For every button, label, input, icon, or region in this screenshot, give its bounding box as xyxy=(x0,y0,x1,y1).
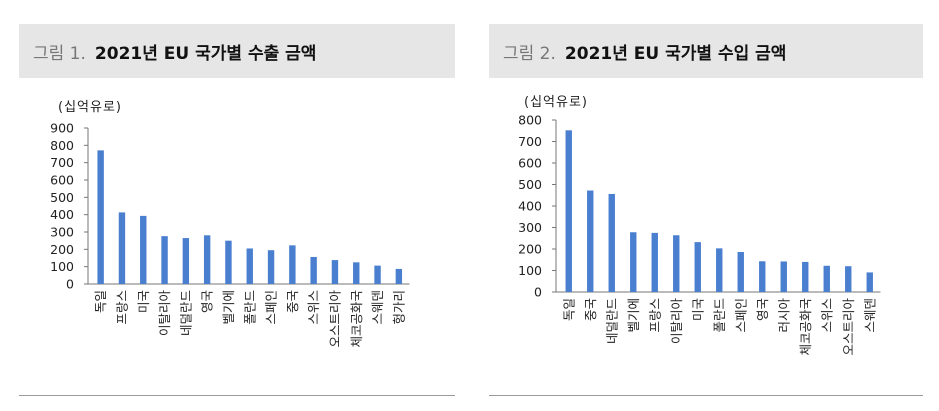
bar xyxy=(802,261,809,292)
x-tick-label: 스페인 xyxy=(264,290,279,325)
bar xyxy=(395,268,403,284)
y-tick-label: 600 xyxy=(518,156,542,171)
x-tick-label: 독일 xyxy=(561,298,576,321)
import-chart-panel: 그림 2. 2021년 EU 국가별 수입 금액 (십억유로) 0 100 200 3… xyxy=(468,0,939,411)
y-tick-label: 500 xyxy=(518,177,542,192)
bar xyxy=(289,245,296,284)
bar xyxy=(267,250,275,284)
y-axis-unit-label: (십억유로) xyxy=(58,100,122,115)
bar xyxy=(673,235,680,292)
bar xyxy=(630,232,637,292)
bar xyxy=(374,265,381,284)
y-tick-label: 0 xyxy=(534,285,542,300)
x-tick-label: 중국 xyxy=(285,290,300,313)
y-tick-label: 100 xyxy=(50,259,74,274)
bar xyxy=(694,242,701,292)
bar xyxy=(246,248,253,284)
x-tick-label: 오스트리아 xyxy=(327,290,342,348)
bar xyxy=(225,240,232,284)
x-tick-label: 네덜란드 xyxy=(604,298,619,344)
x-tick-label: 네덜란드 xyxy=(178,290,193,336)
bar xyxy=(823,265,830,292)
chart-title: 2021년 EU 국가별 수출 금액 xyxy=(94,43,317,64)
x-tick-label: 미국 xyxy=(136,290,151,313)
bar xyxy=(716,248,723,292)
y-tick-label: 200 xyxy=(50,242,74,257)
bar xyxy=(182,238,190,284)
bar xyxy=(737,252,744,292)
x-tick-label: 폴란드 xyxy=(712,298,727,333)
bar xyxy=(97,150,104,284)
x-tick-label: 스위스 xyxy=(306,290,321,325)
y-tick-label: 700 xyxy=(50,155,74,170)
x-tick-label: 영국 xyxy=(200,290,215,313)
y-axis-unit-label: (십억유로) xyxy=(524,95,588,110)
y-tick-label: 400 xyxy=(50,207,74,222)
bar xyxy=(203,235,211,284)
y-tick-label: 800 xyxy=(50,138,74,153)
x-tick-label: 독일 xyxy=(93,290,108,313)
x-tick-label: 미국 xyxy=(690,298,705,321)
x-tick-label: 영국 xyxy=(755,298,770,321)
x-tick-label: 중국 xyxy=(583,298,598,321)
bottom-divider xyxy=(489,395,923,396)
x-tick-label: 벨기에 xyxy=(626,298,641,333)
chart-title-bar: 그림 2. 2021년 EU 국가별 수입 금액 xyxy=(489,24,923,78)
y-tick-label: 200 xyxy=(518,242,542,257)
chart-title-bar: 그림 1. 2021년 EU 국가별 수출 금액 xyxy=(19,24,455,78)
y-tick-label: 0 xyxy=(66,277,74,292)
x-tick-label: 이탈리아 xyxy=(157,290,172,337)
figure-label: 그림 2. xyxy=(503,43,556,64)
bar xyxy=(587,190,594,292)
y-tick-label: 800 xyxy=(518,113,542,128)
bar xyxy=(161,236,168,284)
bar xyxy=(651,232,658,292)
x-tick-label: 러시아 xyxy=(776,298,791,333)
bottom-divider xyxy=(19,395,455,396)
bar xyxy=(353,262,360,284)
y-tick-label: 900 xyxy=(50,121,74,136)
y-tick-label: 500 xyxy=(50,190,74,205)
bar xyxy=(565,130,572,292)
x-tick-label: 오스트리아 xyxy=(841,298,856,356)
x-tick-label: 이탈리아 xyxy=(669,298,684,345)
y-tick-label: 600 xyxy=(50,173,74,188)
x-tick-label: 체코공화국 xyxy=(349,290,364,348)
y-tick-label: 400 xyxy=(518,199,542,214)
x-tick-label: 체코공화국 xyxy=(798,298,813,356)
figure-label: 그림 1. xyxy=(33,43,86,64)
bar xyxy=(118,212,126,284)
import-bar-chart: 0 100 200 300 400 500 600 700 800 독일 중국 네덜란드 벨기에 프랑스 이… xyxy=(518,113,881,356)
export-chart-panel: 그림 1. 2021년 EU 국가별 수출 금액 (십억유로) 0 100 200 3… xyxy=(19,24,455,396)
x-tick-label: 헝가리 xyxy=(391,290,406,325)
chart-title: 2021년 EU 국가별 수입 금액 xyxy=(564,43,787,64)
bar xyxy=(845,266,852,292)
bar xyxy=(866,272,873,292)
y-tick-label: 700 xyxy=(518,134,542,149)
export-bar-chart: 0 100 200 300 400 500 600 700 800 900 독일 프랑스 미국 이탈리아 네… xyxy=(50,121,410,348)
bar xyxy=(310,256,317,284)
bar xyxy=(140,215,147,284)
bar xyxy=(608,193,615,292)
x-tick-label: 스위스 xyxy=(819,298,834,333)
bar xyxy=(759,261,766,292)
bar xyxy=(780,261,787,292)
x-tick-label: 스웨덴 xyxy=(862,298,877,333)
x-tick-label: 스웨덴 xyxy=(370,290,385,325)
x-tick-label: 폴란드 xyxy=(242,290,257,325)
x-tick-label: 스페인 xyxy=(733,298,748,333)
x-tick-label: 프랑스 xyxy=(647,298,662,333)
bar xyxy=(331,260,339,284)
y-tick-label: 300 xyxy=(518,220,542,235)
y-tick-label: 300 xyxy=(50,225,74,240)
x-tick-label: 프랑스 xyxy=(114,290,129,325)
y-tick-label: 100 xyxy=(518,263,542,278)
x-tick-label: 벨기에 xyxy=(221,290,236,325)
